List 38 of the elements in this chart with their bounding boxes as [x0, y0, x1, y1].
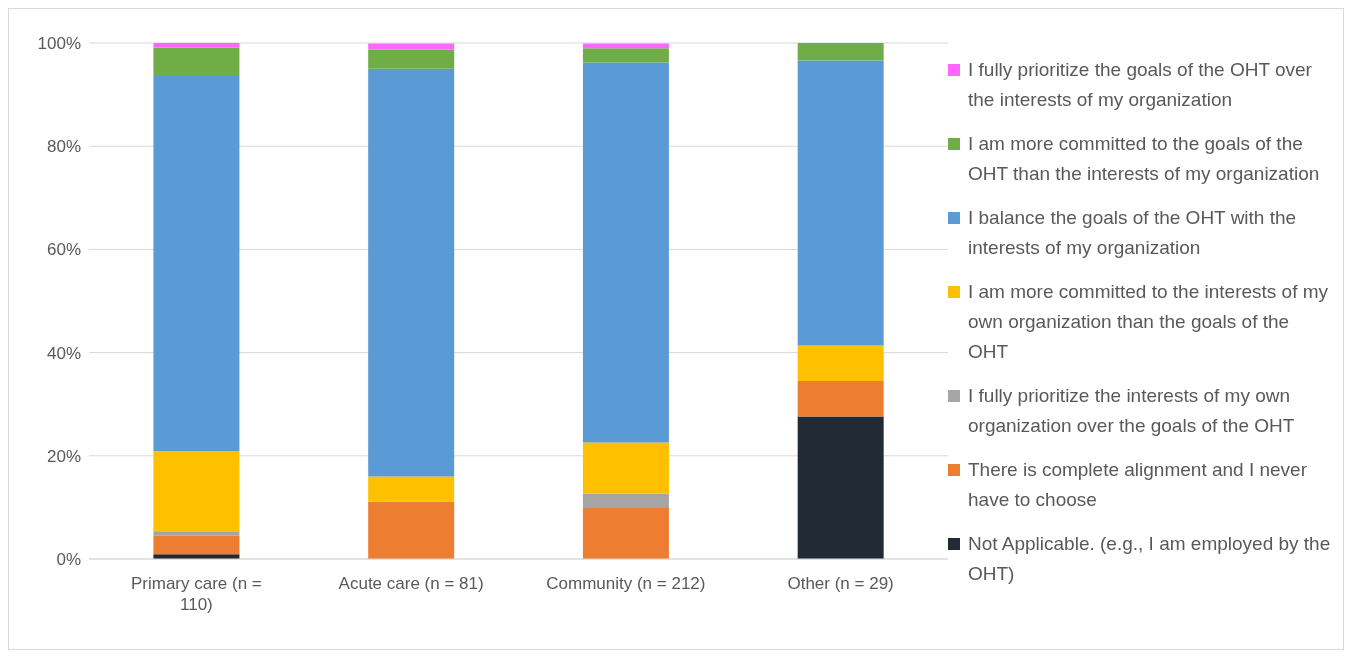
x-tick-label: Community (n = 212) [546, 574, 706, 593]
y-tick-label: 20% [46, 446, 81, 466]
bar [368, 68, 455, 477]
bar [797, 380, 884, 417]
bar [797, 345, 884, 381]
y-tick-label: 60% [46, 240, 81, 260]
legend-label: I fully prioritize the interests of my own organization over the goals of the OHT [968, 384, 1296, 438]
x-tick-label: Acute care (n = 81) [338, 574, 484, 593]
y-tick-label: 100% [37, 34, 81, 54]
bar [582, 48, 669, 63]
legend-label: Not Applicable. (e.g., I am employed by the OHT) [968, 532, 1332, 586]
bar [368, 49, 455, 69]
bar [368, 476, 455, 502]
bar [368, 43, 455, 50]
bar [368, 501, 455, 559]
bar [582, 507, 669, 559]
x-tick-label: Primary care (n = 110) [130, 574, 262, 614]
legend-label: I am more committed to the goals of the OHT than the interests of my organization [968, 132, 1321, 186]
legend-label: There is complete alignment and I never have to choose [968, 458, 1308, 512]
legend-label: I fully prioritize the goals of the OHT over the interests of my organization [968, 58, 1313, 112]
x-tick-label: Other (n = 29) [787, 574, 894, 593]
bar [153, 47, 240, 77]
bar [797, 60, 884, 346]
bar [582, 493, 669, 508]
bar [582, 62, 669, 443]
bar [153, 43, 240, 48]
legend-label: I balance the goals of the OHT with the interests of my organization [968, 206, 1298, 260]
bar [153, 531, 240, 536]
bar [797, 43, 884, 61]
bar [797, 416, 884, 559]
bar [582, 442, 669, 494]
bar [153, 451, 240, 532]
y-tick-label: 40% [46, 343, 81, 363]
y-tick-label: 0% [56, 550, 81, 570]
legend-label: I am more committed to the interests of my own organization than the goals of the OHT [968, 280, 1330, 364]
y-tick-label: 80% [46, 137, 81, 157]
bar [153, 76, 240, 452]
bar [153, 535, 240, 555]
